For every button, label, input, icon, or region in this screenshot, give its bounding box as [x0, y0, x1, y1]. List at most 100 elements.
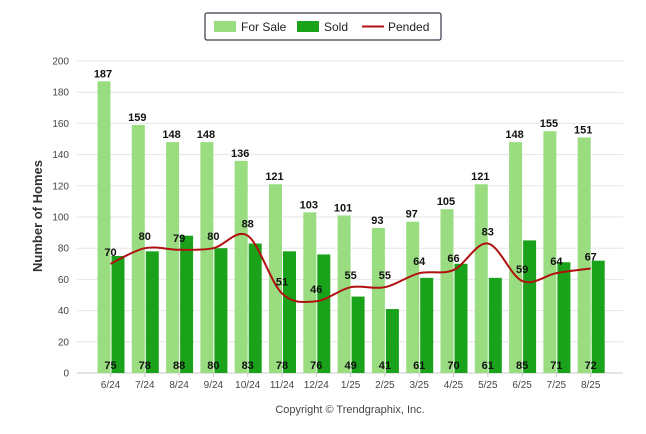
data-label-for-sale: 136	[231, 148, 249, 160]
data-label-sold: 72	[585, 360, 597, 372]
x-tick-label: 1/25	[341, 380, 361, 391]
data-label-sold: 61	[482, 360, 494, 372]
data-label-sold: 70	[447, 360, 459, 372]
data-label-for-sale: 121	[471, 171, 489, 183]
bar-sold	[488, 277, 502, 373]
bar-for-sale	[406, 221, 420, 373]
y-axis-title: Number of Homes	[30, 160, 45, 272]
y-tick-label: 140	[52, 150, 69, 161]
legend-swatch-for-sale	[214, 21, 236, 32]
data-label-pended: 79	[173, 233, 185, 245]
data-label-pended: 80	[207, 231, 219, 243]
bar-sold	[317, 254, 331, 373]
x-tick-label: 4/25	[444, 380, 464, 391]
data-label-sold: 71	[550, 360, 562, 372]
data-label-for-sale: 121	[265, 171, 283, 183]
x-tick-label: 5/25	[478, 380, 498, 391]
bar-for-sale	[474, 184, 488, 373]
data-label-for-sale: 103	[300, 199, 318, 211]
y-tick-label: 120	[52, 181, 69, 192]
legend-label-pended: Pended	[388, 20, 429, 34]
bar-for-sale	[269, 184, 282, 373]
data-label-pended: 46	[310, 284, 322, 296]
data-label-for-sale: 101	[334, 202, 352, 214]
data-label-for-sale: 148	[197, 129, 215, 141]
x-tick-label: 8/25	[581, 380, 601, 391]
x-tick-label: 3/25	[409, 380, 429, 391]
data-label-for-sale: 105	[437, 196, 455, 208]
data-label-pended: 83	[482, 227, 494, 239]
data-label-sold: 78	[276, 360, 288, 372]
x-axis: 6/24 7/24 8/24 9/24 10/24 11/24 12/24 1/25 2/25 3…	[101, 373, 601, 391]
data-label-for-sale: 93	[371, 215, 383, 227]
legend-swatch-sold	[297, 21, 319, 32]
data-label-sold: 78	[139, 360, 151, 372]
data-label-for-sale: 187	[94, 68, 112, 80]
data-label-for-sale: 148	[162, 129, 180, 141]
y-tick-label: 200	[52, 57, 69, 68]
bar-for-sale	[303, 212, 317, 373]
y-tick-label: 0	[63, 369, 69, 380]
x-tick-label: 7/25	[547, 380, 567, 391]
data-label-for-sale: 148	[505, 129, 523, 141]
bar-sold	[214, 248, 228, 373]
bar-for-sale	[337, 215, 351, 373]
bar-sold	[523, 240, 537, 373]
data-label-sold: 49	[344, 360, 356, 372]
bar-sold	[557, 262, 571, 373]
bar-sold	[145, 251, 159, 373]
y-tick-label: 180	[52, 88, 69, 99]
data-label-pended: 55	[379, 270, 391, 282]
y-tick-label: 40	[58, 306, 70, 317]
data-label-sold: 83	[242, 360, 254, 372]
x-tick-label: 6/25	[512, 380, 532, 391]
pended-line-group	[110, 232, 591, 304]
data-label-sold: 80	[207, 360, 219, 372]
bar-sold	[283, 251, 296, 373]
data-label-for-sale: 151	[574, 124, 592, 136]
data-label-pended: 88	[242, 219, 254, 231]
y-tick-label: 80	[58, 244, 70, 255]
x-tick-label: 10/24	[235, 380, 260, 391]
bar-for-sale	[166, 142, 180, 373]
data-label-for-sale: 97	[406, 209, 418, 221]
data-label-pended: 80	[139, 231, 151, 243]
data-label-pended: 67	[585, 251, 597, 263]
bar-sold	[111, 256, 125, 373]
data-label-for-sale: 155	[540, 118, 558, 130]
data-label-sold: 41	[379, 360, 391, 372]
x-tick-label: 6/24	[101, 380, 121, 391]
data-label-pended: 64	[413, 256, 426, 268]
bar-sold	[351, 296, 365, 373]
bar-sold	[591, 260, 605, 373]
bar-for-sale	[371, 227, 385, 373]
x-tick-label: 9/24	[204, 380, 224, 391]
legend-box	[204, 12, 442, 41]
legend-label-sold: Sold	[324, 20, 348, 34]
data-labels: 187 75 70 159 78 80 148 88 79 148 80 80 136 83 88 121 78…	[94, 68, 597, 372]
data-label-sold: 85	[516, 360, 528, 372]
x-tick-label: 7/24	[135, 380, 155, 391]
data-label-pended: 64	[550, 256, 563, 268]
y-axis: 0 20 40 60 80 100 120 140 160 180 200	[52, 57, 69, 380]
legend: For Sale Sold Pended	[204, 12, 442, 41]
bar-sold	[420, 277, 434, 373]
x-tick-label: 2/25	[375, 380, 395, 391]
data-label-pended: 66	[447, 253, 459, 265]
data-label-pended: 59	[516, 264, 528, 276]
legend-label-for-sale: For Sale	[241, 20, 287, 34]
bar-for-sale	[440, 209, 454, 373]
bar-for-sale	[200, 142, 214, 373]
bar-for-sale	[97, 81, 111, 373]
copyright-text: Copyright © Trendgraphix, Inc.	[275, 404, 424, 416]
y-tick-label: 60	[58, 275, 70, 286]
bar-sold	[385, 309, 399, 373]
bar-sold	[454, 263, 468, 373]
y-tick-label: 160	[52, 119, 69, 130]
bar-for-sale	[131, 124, 145, 374]
bar-for-sale	[509, 142, 523, 373]
line-pended	[110, 232, 591, 304]
y-tick-label: 20	[58, 337, 70, 348]
